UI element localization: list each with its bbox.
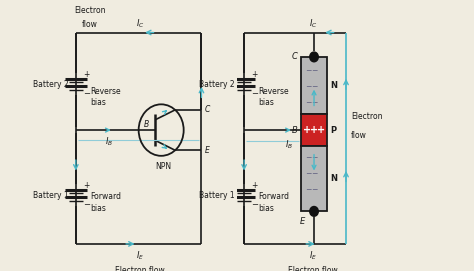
Text: C: C (292, 52, 298, 62)
Text: Electron flow: Electron flow (115, 266, 164, 271)
Text: Battery 1: Battery 1 (199, 191, 235, 200)
Text: −: − (305, 66, 311, 75)
Text: Electron: Electron (74, 6, 106, 15)
Text: +: + (83, 70, 89, 79)
Circle shape (310, 207, 319, 216)
Text: Battery 2: Battery 2 (33, 79, 69, 89)
Text: −: − (311, 98, 317, 108)
Text: +: + (251, 181, 257, 190)
Text: −: − (251, 89, 258, 98)
Text: Reverse
bias: Reverse bias (90, 87, 121, 107)
Text: $I_C$: $I_C$ (136, 17, 144, 30)
Bar (301, 146, 327, 211)
Text: P: P (331, 125, 337, 135)
Text: −: − (83, 200, 90, 209)
Text: −: − (251, 200, 258, 209)
Text: Battery 2: Battery 2 (199, 79, 235, 89)
Text: −: − (311, 169, 317, 178)
Text: flow: flow (82, 20, 98, 29)
Text: Battery 1: Battery 1 (33, 191, 69, 200)
Text: $I_E$: $I_E$ (309, 249, 317, 262)
Text: −: − (305, 153, 311, 162)
Text: +: + (251, 70, 257, 79)
Text: E: E (300, 217, 305, 226)
Text: flow: flow (351, 131, 366, 140)
Text: −: − (305, 82, 311, 91)
Text: −: − (311, 153, 317, 162)
Text: C: C (205, 105, 210, 114)
Text: N: N (331, 81, 337, 90)
Bar (301, 57, 327, 114)
Text: Reverse
bias: Reverse bias (258, 87, 289, 107)
Text: −: − (311, 82, 317, 91)
Bar (301, 114, 327, 146)
Text: B: B (144, 120, 149, 129)
Text: Electron: Electron (351, 112, 382, 121)
Text: −: − (83, 89, 90, 98)
Text: NPN: NPN (155, 162, 172, 171)
Text: $I_B$: $I_B$ (285, 138, 293, 151)
Text: Forward
bias: Forward bias (90, 192, 121, 212)
Text: −: − (305, 185, 311, 194)
Text: +: + (317, 125, 325, 135)
Circle shape (310, 52, 319, 62)
Text: $I_E$: $I_E$ (136, 249, 144, 262)
Text: N: N (331, 174, 337, 183)
Text: $I_B$: $I_B$ (105, 136, 113, 148)
Text: Electron flow: Electron flow (288, 266, 337, 271)
Text: −: − (305, 98, 311, 108)
Text: Forward
bias: Forward bias (258, 192, 289, 212)
Text: $I_C$: $I_C$ (309, 17, 317, 30)
Text: −: − (311, 185, 317, 194)
Text: −: − (305, 169, 311, 178)
Text: +: + (310, 125, 318, 135)
Text: +: + (83, 181, 89, 190)
Text: +: + (303, 125, 311, 135)
Text: −: − (311, 66, 317, 75)
Text: B: B (292, 125, 298, 135)
Text: E: E (205, 146, 210, 155)
